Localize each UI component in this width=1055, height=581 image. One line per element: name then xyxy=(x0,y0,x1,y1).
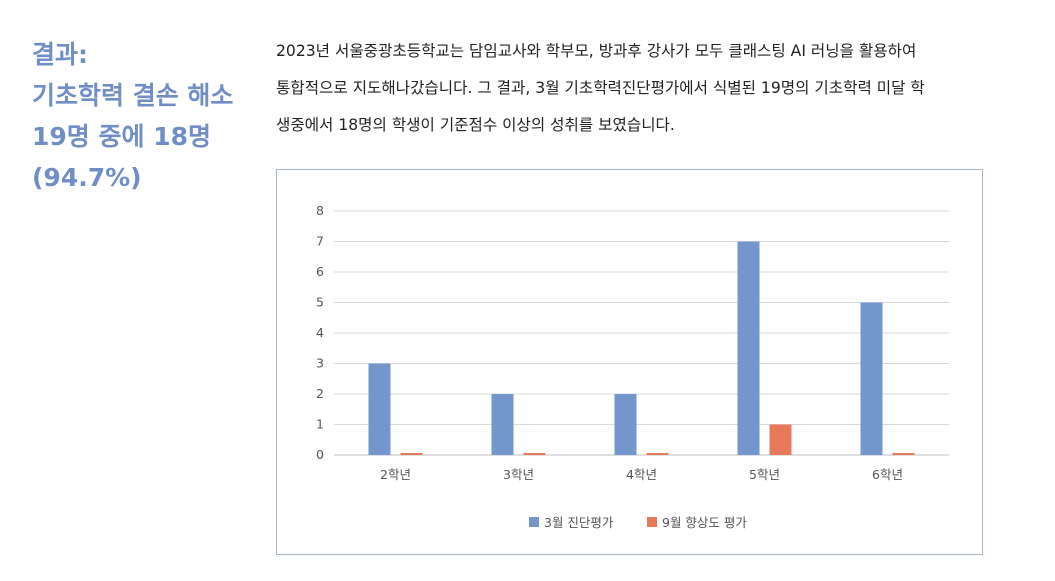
bar-september xyxy=(646,453,669,455)
x-tick-label: 3학년 xyxy=(503,467,534,482)
y-tick-label: 7 xyxy=(316,234,324,249)
y-tick-label: 6 xyxy=(316,264,324,279)
y-tick-label: 3 xyxy=(316,356,324,371)
x-tick-label: 4학년 xyxy=(626,467,657,482)
bar-chart-svg: 0 1 2 3 4 5 6 7 8 2학년 3학년 4학년 5학년 6학년 3월 진단평가 9월 향상도 평가 xyxy=(316,203,949,530)
y-tick-label: 5 xyxy=(316,295,324,310)
bar-september xyxy=(769,424,792,455)
x-tick-label: 5학년 xyxy=(749,467,780,482)
legend-label: 9월 향상도 평가 xyxy=(662,515,747,530)
bar-september xyxy=(892,453,915,455)
bar-september xyxy=(523,453,546,455)
legend-swatch xyxy=(529,517,539,527)
legend-label: 3월 진단평가 xyxy=(544,515,614,530)
description-line: 통합적으로 지도해나갔습니다. 그 결과, 3월 기초학력진단평가에서 식별된 … xyxy=(276,79,925,97)
heading-line: 결과: xyxy=(32,40,88,69)
x-tick-label: 6학년 xyxy=(872,467,903,482)
bar-chart: 0 1 2 3 4 5 6 7 8 2학년 3학년 4학년 5학년 6학년 3월 진단평가 9월 향상도 평가 xyxy=(276,169,983,555)
y-tick-label: 2 xyxy=(316,386,324,401)
heading-line: (94.7%) xyxy=(32,163,142,192)
bar-march xyxy=(614,394,637,455)
heading-line: 19명 중에 18명 xyxy=(32,122,211,151)
description-paragraph: 2023년 서울중광초등학교는 담임교사와 학부모, 방과후 강사가 모두 클래… xyxy=(276,33,1016,144)
bar-march xyxy=(860,302,883,455)
y-tick-label: 4 xyxy=(316,325,324,340)
heading-line: 기초학력 결손 해소 xyxy=(32,81,234,110)
x-tick-label: 2학년 xyxy=(380,467,411,482)
bar-march xyxy=(368,363,391,455)
bar-march xyxy=(491,394,514,455)
bar-march xyxy=(737,241,760,455)
y-tick-label: 8 xyxy=(316,203,324,218)
description-line: 2023년 서울중광초등학교는 담임교사와 학부모, 방과후 강사가 모두 클래… xyxy=(276,42,917,60)
bar-september xyxy=(400,453,423,455)
description-line: 생중에서 18명의 학생이 기준점수 이상의 성취를 보였습니다. xyxy=(276,116,675,134)
y-tick-label: 1 xyxy=(316,417,324,432)
result-heading: 결과: 기초학력 결손 해소 19명 중에 18명 (94.7%) xyxy=(32,34,252,198)
y-tick-label: 0 xyxy=(316,447,324,462)
legend-swatch xyxy=(647,517,657,527)
